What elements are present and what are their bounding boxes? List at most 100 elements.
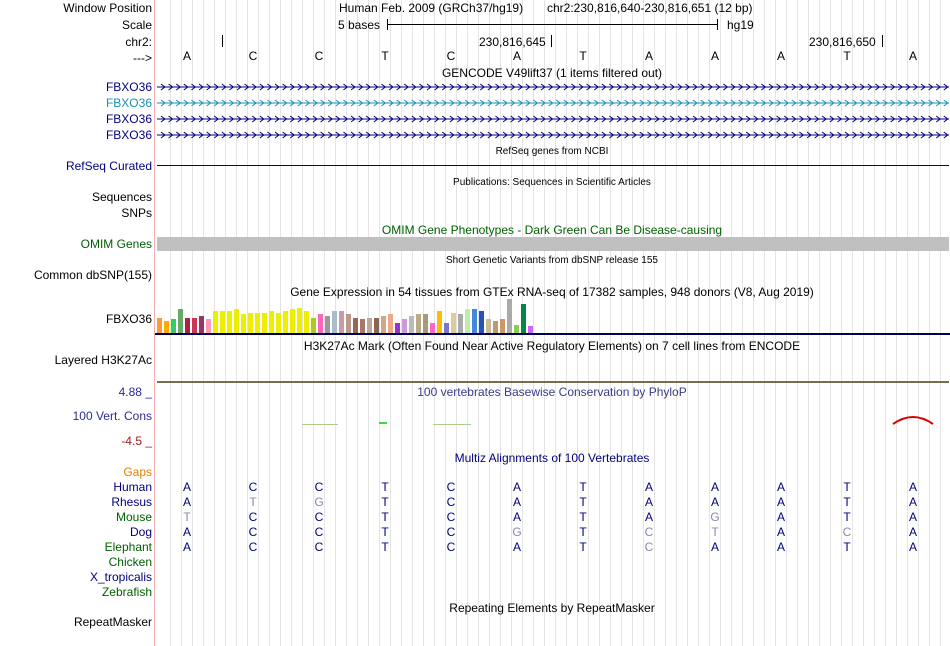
gtex-tissue-bar[interactable] bbox=[500, 319, 505, 333]
gtex-tissue-bar[interactable] bbox=[213, 310, 218, 333]
gtex-tissue-bar[interactable] bbox=[465, 309, 470, 333]
gtex-tissue-bar[interactable] bbox=[346, 314, 351, 333]
gtex-tissue-bar[interactable] bbox=[269, 310, 274, 333]
phylop-mark[interactable] bbox=[302, 424, 338, 425]
gtex-tissue-bar[interactable] bbox=[374, 317, 379, 333]
phylop-label[interactable]: 100 Vert. Cons bbox=[72, 409, 152, 423]
species-label[interactable]: Elephant bbox=[104, 540, 152, 554]
gtex-tissue-bar[interactable] bbox=[339, 310, 344, 333]
gencode-row-label-2[interactable]: FBXO36 bbox=[105, 96, 152, 110]
gtex-tissue-bar[interactable] bbox=[402, 319, 407, 333]
alignment-base: C bbox=[314, 510, 324, 524]
gtex-label[interactable]: FBXO36 bbox=[105, 312, 152, 326]
species-label[interactable]: Dog bbox=[129, 525, 152, 539]
gtex-tissue-bar[interactable] bbox=[437, 310, 442, 333]
gtex-tissue-bar[interactable] bbox=[472, 309, 477, 333]
gtex-expression-chart[interactable] bbox=[157, 299, 537, 333]
gtex-tissue-bar[interactable] bbox=[290, 309, 295, 333]
gtex-tissue-bar[interactable] bbox=[388, 314, 393, 333]
gencode-track-title[interactable]: GENCODE V49lift37 (1 items filtered out) bbox=[441, 66, 663, 80]
gtex-tissue-bar[interactable] bbox=[185, 317, 190, 333]
dbsnp-track-title[interactable]: Short Genetic Variants from dbSNP releas… bbox=[446, 255, 658, 266]
refseq-gene-line[interactable] bbox=[157, 165, 949, 166]
species-label[interactable]: X_tropicalis bbox=[89, 570, 152, 584]
gtex-tissue-bar[interactable] bbox=[444, 322, 449, 333]
gtex-tissue-bar[interactable] bbox=[528, 326, 533, 333]
gtex-tissue-bar[interactable] bbox=[486, 319, 491, 333]
refseq-label[interactable]: RefSeq Curated bbox=[65, 159, 152, 173]
gtex-tissue-bar[interactable] bbox=[283, 310, 288, 333]
dbsnp-label[interactable]: Common dbSNP(155) bbox=[33, 268, 152, 282]
gtex-tissue-bar[interactable] bbox=[430, 322, 435, 333]
sequences-label[interactable]: Sequences bbox=[91, 190, 152, 204]
phylop-peak[interactable] bbox=[892, 414, 934, 426]
publications-track-title[interactable]: Publications: Sequences in Scientific Ar… bbox=[453, 177, 651, 188]
gencode-row-label-1[interactable]: FBXO36 bbox=[105, 80, 152, 94]
gencode-transcript-1[interactable] bbox=[157, 83, 949, 91]
refseq-track-title[interactable]: RefSeq genes from NCBI bbox=[495, 146, 609, 157]
omim-gene-bar[interactable] bbox=[157, 237, 949, 251]
gtex-tissue-bar[interactable] bbox=[507, 299, 512, 333]
gtex-tissue-bar[interactable] bbox=[304, 310, 309, 333]
gtex-tissue-bar[interactable] bbox=[493, 321, 498, 333]
gtex-tissue-bar[interactable] bbox=[416, 314, 421, 333]
multiz-track-title[interactable]: Multiz Alignments of 100 Vertebrates bbox=[454, 451, 650, 465]
h3k27ac-signal-line[interactable] bbox=[157, 381, 949, 383]
species-label[interactable]: Mouse bbox=[115, 510, 152, 524]
gtex-tissue-bar[interactable] bbox=[164, 321, 169, 333]
omim-label[interactable]: OMIM Genes bbox=[80, 237, 152, 251]
gtex-tissue-bar[interactable] bbox=[367, 317, 372, 333]
gencode-row-label-4[interactable]: FBXO36 bbox=[105, 128, 152, 142]
gtex-tissue-bar[interactable] bbox=[458, 314, 463, 333]
gtex-tissue-bar[interactable] bbox=[234, 309, 239, 333]
gtex-tissue-bar[interactable] bbox=[325, 316, 330, 333]
species-label[interactable]: Human bbox=[113, 480, 152, 494]
gtex-tissue-bar[interactable] bbox=[248, 312, 253, 333]
gtex-tissue-bar[interactable] bbox=[423, 314, 428, 333]
gtex-tissue-bar[interactable] bbox=[241, 314, 246, 333]
gtex-tissue-bar[interactable] bbox=[318, 314, 323, 333]
species-label[interactable]: Zebrafish bbox=[101, 585, 152, 599]
gtex-tissue-bar[interactable] bbox=[255, 312, 260, 333]
gencode-row-label-3[interactable]: FBXO36 bbox=[105, 112, 152, 126]
gtex-tissue-bar[interactable] bbox=[199, 316, 204, 333]
snps-label[interactable]: SNPs bbox=[121, 206, 152, 220]
omim-track-title[interactable]: OMIM Gene Phenotypes - Dark Green Can Be… bbox=[381, 223, 723, 237]
gtex-tissue-bar[interactable] bbox=[178, 309, 183, 333]
phylop-mark[interactable] bbox=[433, 424, 471, 425]
gtex-tissue-bar[interactable] bbox=[297, 307, 302, 333]
gtex-tissue-bar[interactable] bbox=[360, 319, 365, 333]
gtex-tissue-bar[interactable] bbox=[395, 322, 400, 333]
gtex-track-title[interactable]: Gene Expression in 54 tissues from GTEx … bbox=[290, 285, 814, 299]
gtex-tissue-bar[interactable] bbox=[514, 324, 519, 333]
phylop-mark[interactable] bbox=[379, 422, 387, 424]
gtex-tissue-bar[interactable] bbox=[332, 310, 337, 333]
h3k27ac-label[interactable]: Layered H3K27Ac bbox=[54, 353, 152, 367]
gtex-tissue-bar[interactable] bbox=[409, 316, 414, 333]
gtex-tissue-bar[interactable] bbox=[451, 312, 456, 333]
species-label[interactable]: Rhesus bbox=[111, 495, 152, 509]
gtex-tissue-bar[interactable] bbox=[276, 312, 281, 333]
gaps-label[interactable]: Gaps bbox=[123, 465, 152, 479]
species-label[interactable]: Chicken bbox=[108, 555, 152, 569]
gencode-transcript-2[interactable] bbox=[157, 99, 949, 107]
h3k27ac-track-title[interactable]: H3K27Ac Mark (Often Found Near Active Re… bbox=[303, 339, 801, 353]
gtex-tissue-bar[interactable] bbox=[479, 310, 484, 333]
repeatmasker-track-title[interactable]: Repeating Elements by RepeatMasker bbox=[449, 601, 655, 615]
gtex-tissue-bar[interactable] bbox=[262, 312, 267, 333]
gtex-tissue-bar[interactable] bbox=[311, 317, 316, 333]
gtex-tissue-bar[interactable] bbox=[353, 317, 358, 333]
gencode-transcript-4[interactable] bbox=[157, 131, 949, 139]
repeatmasker-label[interactable]: RepeatMasker bbox=[73, 615, 152, 629]
gtex-tissue-bar[interactable] bbox=[521, 304, 526, 333]
gtex-tissue-bar[interactable] bbox=[206, 319, 211, 333]
gtex-tissue-bar[interactable] bbox=[220, 310, 225, 333]
phylop-track-title[interactable]: 100 vertebrates Basewise Conservation by… bbox=[417, 385, 687, 399]
gtex-tissue-bar[interactable] bbox=[381, 316, 386, 333]
gtex-tissue-bar[interactable] bbox=[171, 319, 176, 333]
gencode-transcript-3[interactable] bbox=[157, 115, 949, 123]
gtex-tissue-bar[interactable] bbox=[227, 310, 232, 333]
gtex-tissue-bar[interactable] bbox=[192, 317, 197, 333]
base-letter: A bbox=[644, 49, 653, 63]
gtex-tissue-bar[interactable] bbox=[157, 317, 162, 333]
